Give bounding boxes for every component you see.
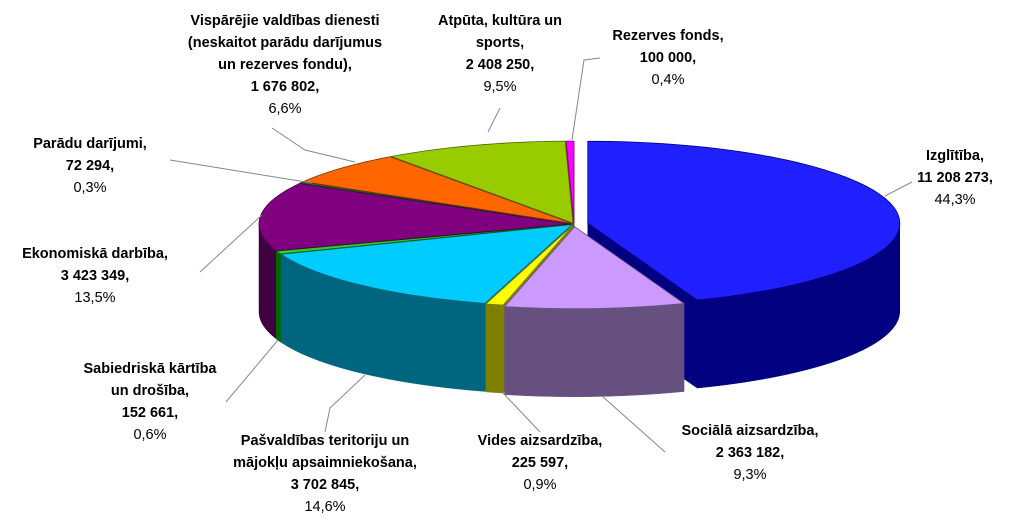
slice-percent: 6,6% (268, 101, 302, 117)
slice-side-4 (276, 250, 281, 343)
slice-top-0 (587, 140, 901, 301)
leader-line-6 (169, 159, 313, 184)
slice-top-7 (301, 156, 572, 224)
slice-label: Rezerves fonds, 100 000, 0,4% (612, 25, 723, 91)
slice-value: 100 000, (639, 50, 697, 66)
slice-label-name: Izglītība, (926, 148, 984, 164)
slice-label-name: Ekonomiskā darbība, (22, 246, 168, 262)
slice-label-name: un drošība, (110, 383, 190, 399)
slice-value: 1 676 802, (250, 79, 320, 95)
slice-value: 225 597, (511, 455, 569, 471)
leader-line-4 (225, 339, 279, 403)
slice-value: 3 702 845, (290, 477, 360, 493)
leader-line-2 (502, 392, 541, 433)
slice-top-1 (503, 226, 686, 310)
leader-line-9 (571, 57, 601, 141)
slice-percent: 14,6% (304, 499, 346, 515)
slice-top-2 (484, 224, 574, 306)
slice-label: Sabiedriskā kārtība un drošība, 152 661, 0,… (84, 358, 217, 446)
slice-label-name: mājokļu apsaimniekošana, (233, 455, 417, 471)
slice-top-3 (279, 224, 574, 304)
slice-side-2 (485, 303, 504, 394)
slice-label-name: (neskaitot parādu darījumus (187, 35, 383, 51)
slice-label: Atpūta, kultūra un sports, 2 408 250, 9,5% (438, 10, 562, 98)
slice-top-8 (389, 140, 574, 224)
slice-label-name: Parādu darījumi, (33, 136, 147, 152)
slice-value: 3 423 349, (60, 268, 130, 284)
slice-label: Pašvaldības teritoriju un mājokļu apsaimn… (233, 430, 417, 518)
slice-percent: 13,5% (74, 290, 116, 306)
slice-percent: 44,3% (934, 192, 976, 208)
slice-top-9 (565, 140, 575, 224)
slice-percent: 0,4% (651, 72, 685, 88)
leader-line-1 (601, 395, 666, 453)
slice-value: 152 661, (121, 405, 179, 421)
slice-label-name: un rezerves fondu), (218, 57, 352, 73)
leader-line-8 (487, 107, 501, 133)
slice-label-name: Vides aizsardzība, (477, 433, 603, 449)
slice-label-name: Pašvaldības teritoriju un (240, 433, 410, 449)
slice-percent: 0,6% (133, 427, 167, 443)
slice-label-name: Sociālā aizsardzība, (681, 423, 819, 439)
leader-line-5 (199, 214, 263, 273)
slice-label-name: Rezerves fonds, (612, 28, 724, 44)
slice-value: 2 363 182, (715, 445, 785, 461)
slice-side-1 (504, 303, 685, 397)
slice-label: Parādu darījumi, 72 294, 0,3% (33, 133, 147, 199)
slice-percent: 0,9% (523, 477, 557, 493)
slice-label: Sociālā aizsardzība, 2 363 182, 9,3% (681, 420, 818, 486)
slice-label-name: Atpūta, kultūra un (437, 13, 563, 29)
slice-label-name: sports, (475, 35, 525, 51)
slice-label: Vides aizsardzība, 225 597, 0,9% (478, 430, 603, 496)
slice-label-name: Vispārējie valdības dienesti (190, 13, 380, 29)
slice-label: Vispārējie valdības dienesti (neskaitot p… (188, 10, 382, 120)
slice-value: 11 208 273, (917, 170, 993, 186)
slice-label: Izglītība, 11 208 273, 44,3% (917, 145, 993, 211)
leader-line-7 (271, 127, 356, 163)
leader-line-3 (324, 374, 366, 433)
slice-percent: 9,5% (483, 79, 517, 95)
slice-value: 2 408 250, (465, 57, 535, 73)
slice-label: Ekonomiskā darbība, 3 423 349, 13,5% (22, 243, 168, 309)
leader-line-0 (884, 181, 913, 197)
slice-tops (258, 140, 901, 310)
slice-value: 72 294, (65, 158, 115, 174)
slice-percent: 9,3% (733, 467, 767, 483)
slice-percent: 0,3% (73, 180, 107, 196)
slice-label-name: Sabiedriskā kārtība (83, 361, 217, 377)
slice-top-4 (275, 223, 572, 255)
